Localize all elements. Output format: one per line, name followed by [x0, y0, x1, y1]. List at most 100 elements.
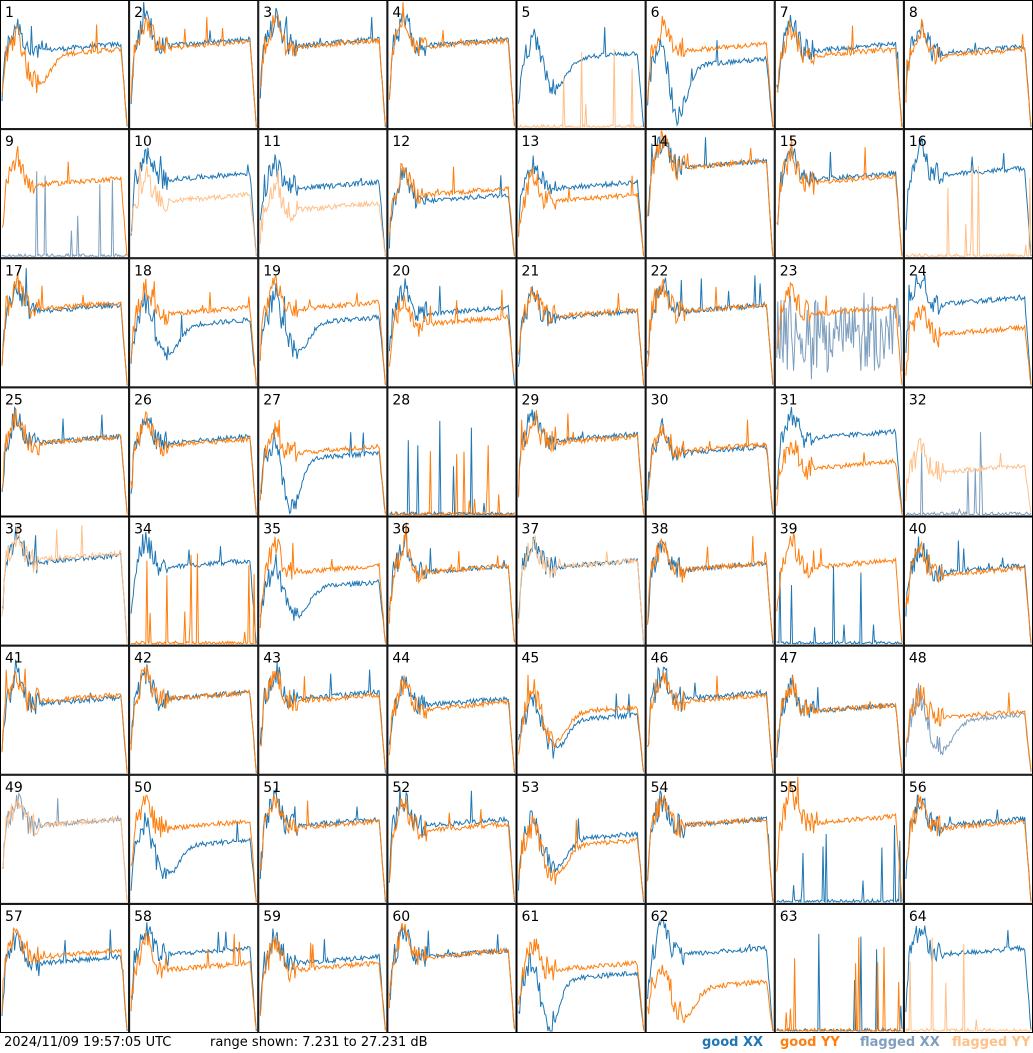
- trace-yy-good: [776, 282, 903, 385]
- trace-xx-good: [647, 418, 774, 515]
- panel-38: 38: [645, 516, 775, 646]
- trace-xx-good: [259, 428, 386, 515]
- trace-yy-good: [259, 536, 386, 644]
- panel-frame: [258, 774, 388, 904]
- trace-yy-flagged: [259, 170, 386, 257]
- trace-yy-good: [905, 304, 1032, 386]
- panel-frame: [129, 516, 259, 646]
- panel-frame: [516, 516, 646, 646]
- panel-label: 12: [392, 134, 410, 150]
- panel-label: 47: [780, 651, 798, 667]
- trace-yy-good: [259, 794, 386, 901]
- panel-frame: [387, 0, 517, 130]
- panel-17: 17: [0, 258, 130, 388]
- panel-label: 62: [651, 909, 669, 925]
- trace-yy-good: [259, 274, 386, 385]
- panel-64: 64: [903, 903, 1033, 1033]
- panel-label: 57: [5, 909, 23, 925]
- panel-25: 25: [0, 387, 130, 517]
- panel-label: 17: [5, 263, 23, 279]
- trace-yy-good: [1, 24, 128, 125]
- panel-40: 40: [903, 516, 1033, 646]
- panel-29: 29: [516, 387, 646, 517]
- panel-frame: [903, 903, 1033, 1033]
- trace-xx-flagged: [905, 683, 1032, 771]
- panel-frame: [0, 387, 130, 517]
- trace-yy-good: [1, 408, 128, 515]
- panel-37: 37: [516, 516, 646, 646]
- panel-31: 31: [774, 387, 904, 517]
- trace-xx-good: [905, 274, 1032, 386]
- panel-47: 47: [774, 645, 904, 775]
- panel-label: 43: [263, 651, 281, 667]
- trace-yy-flagged: [518, 48, 644, 129]
- trace-yy-good: [388, 797, 515, 901]
- panel-39: 39: [774, 516, 904, 646]
- trace-yy-good: [905, 794, 1032, 902]
- trace-yy-flagged: [905, 438, 1032, 513]
- panel-54: 54: [645, 774, 775, 904]
- trace-yy-good: [1, 146, 128, 257]
- trace-yy-good: [647, 278, 774, 384]
- panel-45: 45: [516, 645, 646, 775]
- trace-yy-flagged: [130, 162, 257, 255]
- trace-yy-good: [518, 674, 645, 773]
- trace-yy-good: [130, 410, 257, 515]
- trace-yy-good: [905, 540, 1032, 644]
- panel-frame: [774, 516, 904, 646]
- trace-yy-good: [647, 672, 774, 772]
- panel-label: 7: [780, 5, 789, 21]
- panel-35: 35: [258, 516, 388, 646]
- trace-yy-good: [388, 162, 515, 257]
- panel-frame: [516, 774, 646, 904]
- panel-label: 36: [392, 522, 410, 538]
- panel-label: 31: [780, 392, 798, 408]
- panel-14: 14: [645, 129, 775, 259]
- panel-label: 33: [5, 522, 23, 538]
- panel-frame: [129, 129, 259, 259]
- trace-xx-good: [130, 291, 257, 386]
- panel-frame: [774, 903, 904, 1033]
- panel-frame: [387, 516, 517, 646]
- panel-frame: [645, 258, 775, 388]
- panel-label: 60: [392, 909, 410, 925]
- panel-21: 21: [516, 258, 646, 388]
- panel-frame: [645, 645, 775, 775]
- panel-label: 18: [134, 263, 152, 279]
- panel-label: 19: [263, 263, 281, 279]
- trace-xx-good: [647, 918, 774, 1032]
- panel-24: 24: [903, 258, 1033, 388]
- panel-frame: [258, 258, 388, 388]
- panel-frame: [129, 645, 259, 775]
- trace-xx-good: [130, 922, 257, 1032]
- panel-label: 54: [651, 780, 669, 796]
- trace-yy-good: [776, 135, 903, 257]
- panel-label: 64: [909, 909, 927, 925]
- trace-yy-good: [131, 553, 257, 646]
- trace-yy-flagged: [905, 937, 1032, 1033]
- panel-label: 49: [5, 780, 23, 796]
- trace-yy-good: [388, 675, 515, 773]
- panel-33: 33: [0, 516, 130, 646]
- trace-xx-good: [388, 278, 515, 386]
- trace-yy-good: [388, 2, 515, 127]
- panel-label: 8: [909, 5, 918, 21]
- trace-xx-good: [776, 825, 903, 904]
- panel-4: 4: [387, 0, 517, 130]
- trace-xx-good: [130, 812, 257, 902]
- panel-20: 20: [387, 258, 517, 388]
- panel-label: 10: [134, 134, 152, 150]
- panel-label: 30: [651, 392, 669, 408]
- panel-label: 29: [522, 392, 540, 408]
- panel-8: 8: [903, 0, 1033, 130]
- trace-yy-good: [130, 666, 257, 773]
- panel-frame: [387, 774, 517, 904]
- panel-frame: [645, 903, 775, 1033]
- panel-58: 58: [129, 903, 259, 1033]
- panel-frame: [0, 516, 130, 646]
- footer: 2024/11/09 19:57:05 UTC range shown: 7.2…: [0, 1033, 1033, 1053]
- trace-xx-good: [130, 147, 257, 256]
- trace-xx-good: [905, 925, 1032, 1030]
- panel-51: 51: [258, 774, 388, 904]
